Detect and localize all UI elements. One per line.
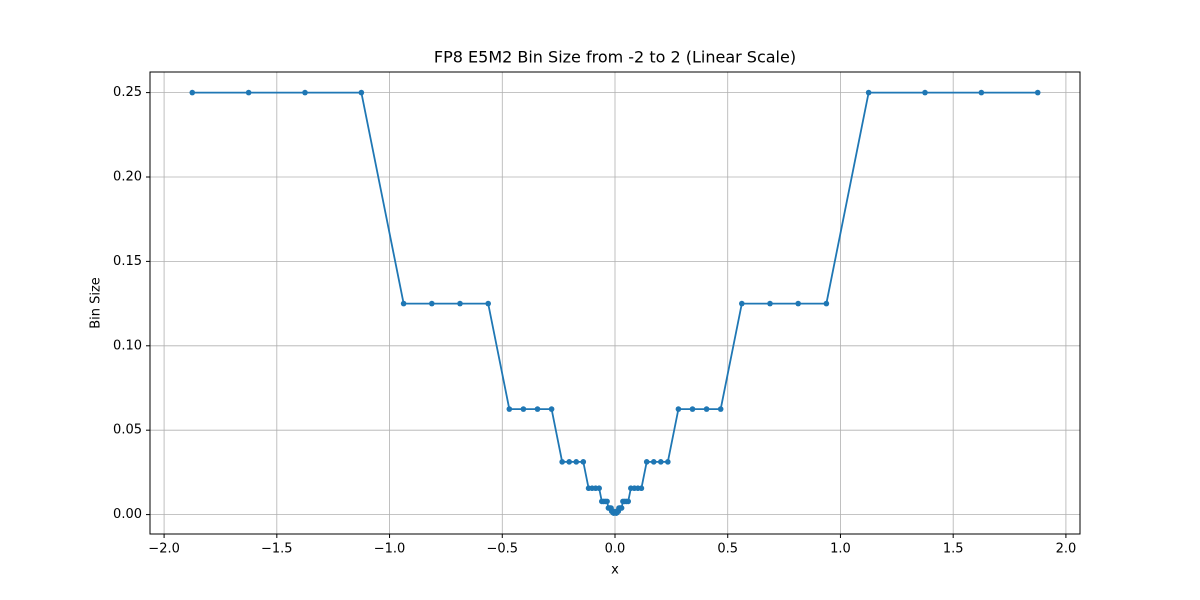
data-point [189, 89, 196, 96]
data-point [638, 485, 645, 492]
data-point [657, 459, 664, 465]
x-tick-label: 0.0 [605, 542, 626, 557]
data-point [689, 406, 696, 412]
data-point [566, 459, 573, 465]
x-tick-label: −1.0 [374, 542, 406, 557]
data-point [485, 300, 491, 307]
x-tick-label: −0.5 [486, 542, 518, 557]
data-point [665, 459, 671, 465]
data-point [703, 406, 710, 412]
data-point [650, 459, 657, 465]
data-point [1034, 89, 1041, 96]
data-point [739, 300, 745, 307]
y-tick-label: 0.20 [113, 169, 142, 184]
data-point [559, 459, 565, 465]
x-tick-label: 1.5 [943, 542, 964, 557]
chart-title: FP8 E5M2 Bin Size from -2 to 2 (Linear S… [434, 48, 796, 67]
y-tick-label: 0.10 [113, 338, 142, 353]
data-point [580, 459, 587, 465]
y-axis-label: Bin Size [89, 277, 104, 329]
x-axis-label: x [611, 563, 619, 578]
data-point [534, 406, 541, 412]
data-point [767, 300, 773, 307]
data-point [717, 406, 724, 412]
data-point [618, 505, 625, 511]
data-point [643, 459, 650, 465]
grid [150, 72, 1080, 534]
data-point [457, 300, 463, 307]
plot [189, 89, 1041, 516]
data-point [506, 406, 513, 412]
data-point [978, 89, 985, 96]
data-point [573, 459, 580, 465]
data-point [823, 300, 830, 307]
data-point [625, 498, 632, 505]
y-tick-label: 0.25 [113, 85, 142, 100]
data-point [400, 300, 407, 307]
y-tick-label: 0.05 [113, 423, 142, 438]
data-point [548, 406, 555, 412]
data-point [520, 406, 527, 412]
x-tick-label: 1.0 [830, 542, 851, 557]
x-tick-label: −2.0 [148, 542, 180, 557]
data-point [865, 89, 872, 96]
data-point [675, 406, 682, 412]
y-tick-label: 0.00 [113, 507, 142, 522]
x-tick-label: 2.0 [1056, 542, 1077, 557]
y-tick-label: 0.15 [113, 254, 142, 269]
data-point [245, 89, 252, 96]
data-point [922, 89, 928, 96]
data-point [596, 485, 602, 492]
data-point [302, 89, 308, 96]
data-point [358, 89, 365, 96]
data-point [604, 498, 610, 505]
data-point [429, 300, 435, 307]
data-point [795, 300, 801, 307]
x-tick-label: 0.5 [717, 542, 738, 557]
x-tick-label: −1.5 [261, 542, 293, 557]
